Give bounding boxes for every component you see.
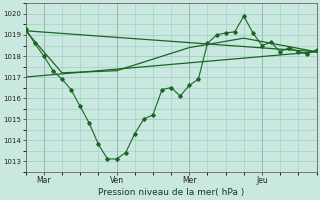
X-axis label: Pression niveau de la mer( hPa ): Pression niveau de la mer( hPa ) <box>98 188 244 197</box>
